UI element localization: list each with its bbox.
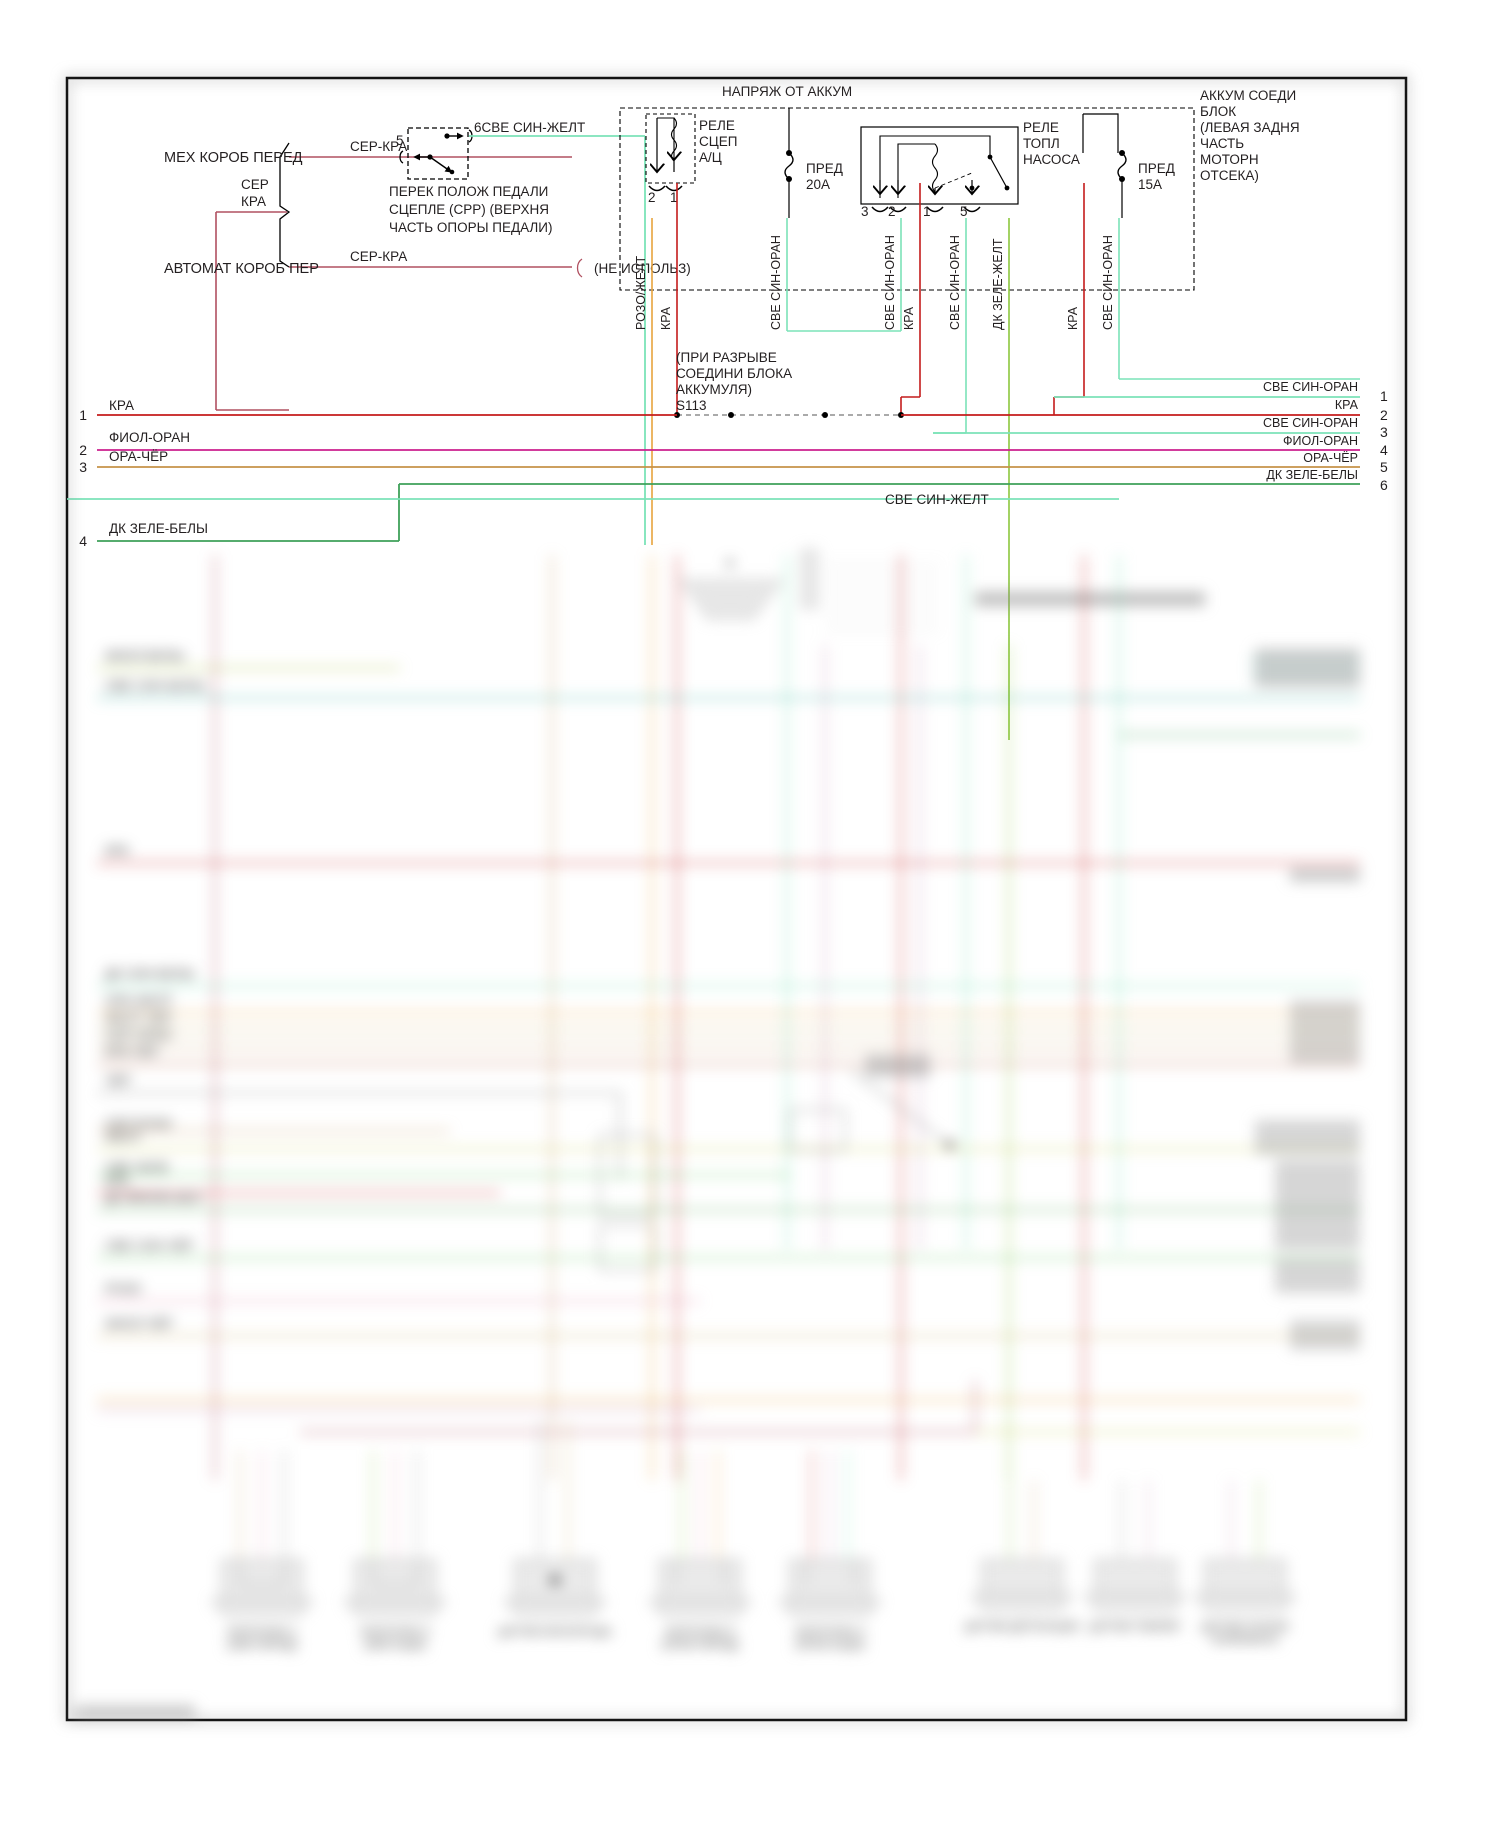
svg-text:ДАТЧИК ТЕМПЕР: ДАТЧИК ТЕМПЕР [1089, 1621, 1180, 1633]
svg-text:ЖЕЛТ: ЖЕЛТ [105, 1129, 142, 1144]
svg-text:(ЛЕВ ПЕРЕД): (ЛЕВ ПЕРЕД) [227, 1639, 297, 1651]
svg-text:ДАТЧИК ПОЛОЖ: ДАТЧИК ПОЛОЖ [1201, 1621, 1288, 1633]
svg-text:ДАТЧИК ДЕТОНАЦИИ: ДАТЧИК ДЕТОНАЦИИ [965, 1621, 1079, 1633]
svg-text:ЖЕЛТ-ЧЁР: ЖЕЛТ-ЧЁР [105, 1010, 173, 1025]
svg-text:ЧЁР: ЧЁР [105, 1073, 131, 1088]
svg-text:(ПРАВ ЗАДН): (ПРАВ ЗАДН) [795, 1639, 864, 1651]
svg-text:ДК СИН-БЕЛЫ: ДК СИН-БЕЛЫ [105, 966, 195, 981]
svg-text:ФИОЛ-ЧЁР: ФИОЛ-ЧЁР [105, 1316, 173, 1331]
svg-text:СВЕ СИН-ЧЁР: СВЕ СИН-ЧЁР [105, 1238, 194, 1253]
svg-text:ФИОЛ-БЕЛЫ: ФИОЛ-БЕЛЫ [105, 648, 184, 663]
svg-text:СВЕ СИН-БЕЛЫ: СВЕ СИН-БЕЛЫ [105, 678, 205, 693]
svg-text:КРА: КРА [105, 843, 129, 858]
svg-text:(ПРАВ ПЕРЕД): (ПРАВ ПЕРЕД) [662, 1639, 739, 1651]
svg-text:(ЛЕВ ЗАДН): (ЛЕВ ЗАДН) [364, 1639, 426, 1651]
svg-text:ДК ФИОЛЕ-БЕЛ: ДК ФИОЛЕ-БЕЛ [105, 1190, 201, 1205]
svg-text:ФОРСУНКА 2: ФОРСУНКА 2 [360, 1626, 430, 1638]
svg-text:ОРА-ЖЕЛТ: ОРА-ЖЕЛТ [105, 993, 173, 1008]
svg-text:КОЛЕНВАЛА: КОЛЕНВАЛА [1212, 1634, 1279, 1646]
svg-text:СЕР-ОРАН: СЕР-ОРАН [105, 1027, 172, 1042]
svg-text:ФОРСУНКА 1: ФОРСУНКА 1 [227, 1626, 297, 1638]
svg-text:КРА: КРА [105, 1173, 129, 1188]
svg-text:ДАТЧИК КИСЛОРОДА: ДАТЧИК КИСЛОРОДА [498, 1626, 612, 1638]
svg-text:ФОРСУНКА 4: ФОРСУНКА 4 [795, 1626, 865, 1638]
svg-text:КРА-ЧЁР: КРА-ЧЁР [105, 1044, 159, 1059]
svg-text:РОЗО: РОЗО [105, 1281, 141, 1296]
svg-text:ФОРСУНКА 3: ФОРСУНКА 3 [665, 1626, 735, 1638]
